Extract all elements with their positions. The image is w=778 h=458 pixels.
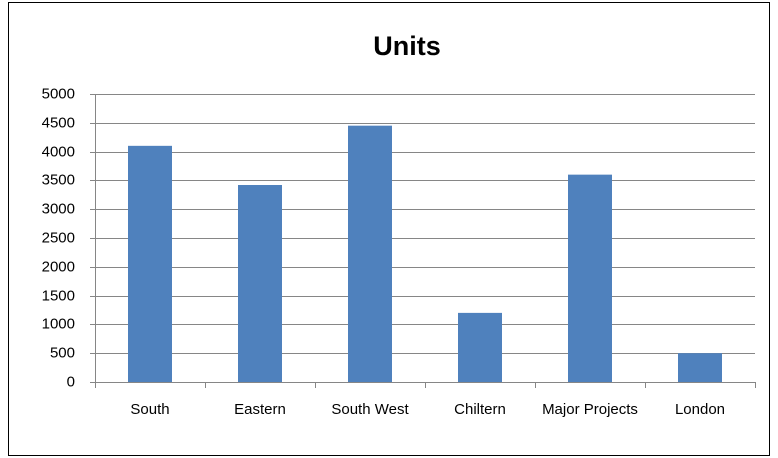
bar bbox=[678, 353, 722, 382]
chart-title: Units bbox=[373, 31, 441, 61]
y-tick-label: 0 bbox=[67, 373, 75, 390]
x-tick-label: Chiltern bbox=[454, 401, 506, 418]
bar bbox=[348, 125, 392, 383]
x-tick-label: South bbox=[130, 401, 170, 418]
x-tick-label: London bbox=[674, 401, 726, 418]
y-tick-label: 1000 bbox=[42, 315, 75, 332]
y-tick-label: 3000 bbox=[42, 200, 75, 217]
bar bbox=[238, 185, 282, 382]
y-tick-label: 4500 bbox=[42, 114, 75, 131]
y-tick-label: 3500 bbox=[42, 171, 75, 188]
bar bbox=[568, 174, 612, 382]
y-tick-label: 1500 bbox=[42, 287, 75, 304]
bar bbox=[128, 145, 172, 382]
y-tick-label: 500 bbox=[50, 344, 75, 361]
y-tick-label: 2500 bbox=[42, 229, 75, 246]
y-tick-label: 2000 bbox=[42, 258, 75, 275]
x-tick-label: Eastern bbox=[234, 401, 286, 418]
y-tick-label: 5000 bbox=[42, 85, 75, 102]
x-tick-label: Major Projects bbox=[542, 401, 638, 418]
x-tick-label: South West bbox=[331, 401, 409, 418]
bar bbox=[458, 312, 502, 382]
y-tick-label: 4000 bbox=[42, 143, 75, 160]
